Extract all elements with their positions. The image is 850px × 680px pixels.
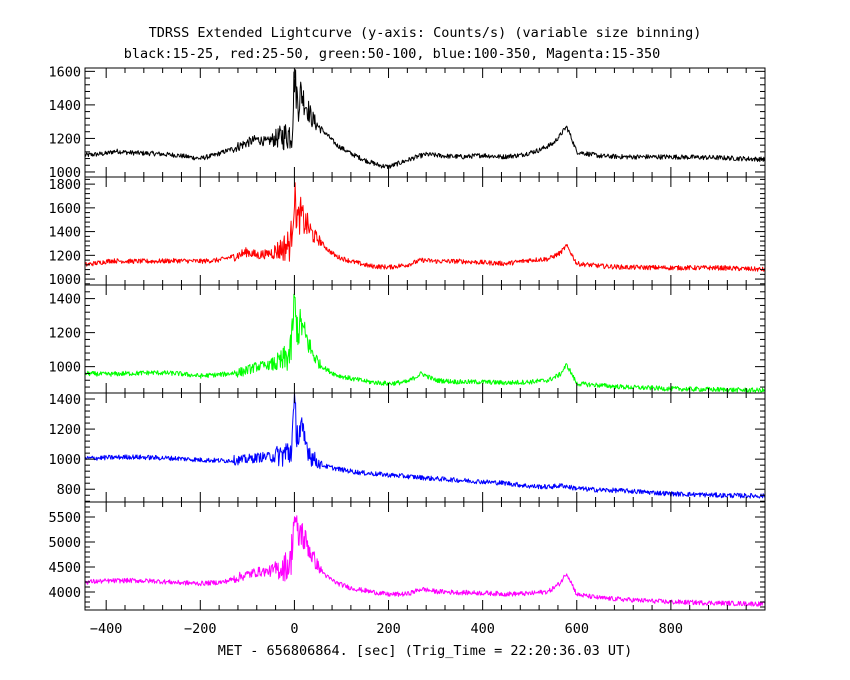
y-tick-label: 800 <box>57 482 81 498</box>
panel-0: 1000 1200 1400 1600 <box>48 64 766 181</box>
y-tick-label: 1200 <box>48 248 81 264</box>
x-axis-label: MET - 656806864. [sec] (Trig_Time = 22:2… <box>218 643 633 659</box>
y-tick-label: 5500 <box>48 510 81 526</box>
x-tick-label: 0 <box>290 621 298 637</box>
y-tick-label: 1000 <box>48 272 81 288</box>
y-tick-label: 1600 <box>48 201 81 217</box>
series-line-1 <box>85 182 765 272</box>
panel-1: 1000 1200 1400 1600 1800 <box>48 176 766 288</box>
y-tick-label: 4000 <box>48 585 81 601</box>
y-tick-label: 1400 <box>48 98 81 114</box>
y-tick-label: 1400 <box>48 292 81 308</box>
x-tick-label: 800 <box>659 621 683 637</box>
y-tick-label: 1000 <box>48 165 81 181</box>
x-axis-ticks: −400 −200 0 200 400 600 800 <box>90 621 683 637</box>
y-tick-label: 1000 <box>48 360 81 376</box>
panel-frame-2 <box>84 284 766 394</box>
y-tick-label: 1200 <box>48 131 81 147</box>
series-line-3 <box>85 393 765 499</box>
x-tick-label: −200 <box>184 621 217 637</box>
y-tick-label: 1200 <box>48 326 81 342</box>
series-line-4 <box>85 515 765 607</box>
series-line-0 <box>85 69 765 170</box>
panel-frame-3 <box>84 392 766 503</box>
y-tick-label: 1800 <box>48 177 81 193</box>
chart-title: TDRSS Extended Lightcurve (y-axis: Count… <box>149 25 702 41</box>
panel-2: 1000 1200 1400 <box>48 284 766 394</box>
series-line-2 <box>85 293 765 393</box>
panel-frame-4 <box>84 501 766 611</box>
y-tick-label: 5000 <box>48 535 81 551</box>
panel-frame-0 <box>84 67 766 178</box>
y-tick-label: 4500 <box>48 560 81 576</box>
chart-subtitle: black:15-25, red:25-50, green:50-100, bl… <box>124 46 660 62</box>
x-tick-label: 600 <box>565 621 589 637</box>
x-tick-label: −400 <box>90 621 123 637</box>
y-tick-label: 1400 <box>48 225 81 241</box>
y-tick-label: 1400 <box>48 392 81 408</box>
y-tick-label: 1000 <box>48 452 81 468</box>
y-tick-label: 1600 <box>48 64 81 80</box>
panel-3: 800 1000 1200 1400 <box>48 392 766 503</box>
x-tick-label: 400 <box>470 621 494 637</box>
panels-group: 1000120014001600100012001400160018001000… <box>48 64 766 611</box>
panel-4: 4000 4500 5000 5500 <box>48 501 766 611</box>
y-tick-label: 1200 <box>48 422 81 438</box>
x-tick-label: 200 <box>376 621 400 637</box>
panel-frame-1 <box>84 176 766 286</box>
